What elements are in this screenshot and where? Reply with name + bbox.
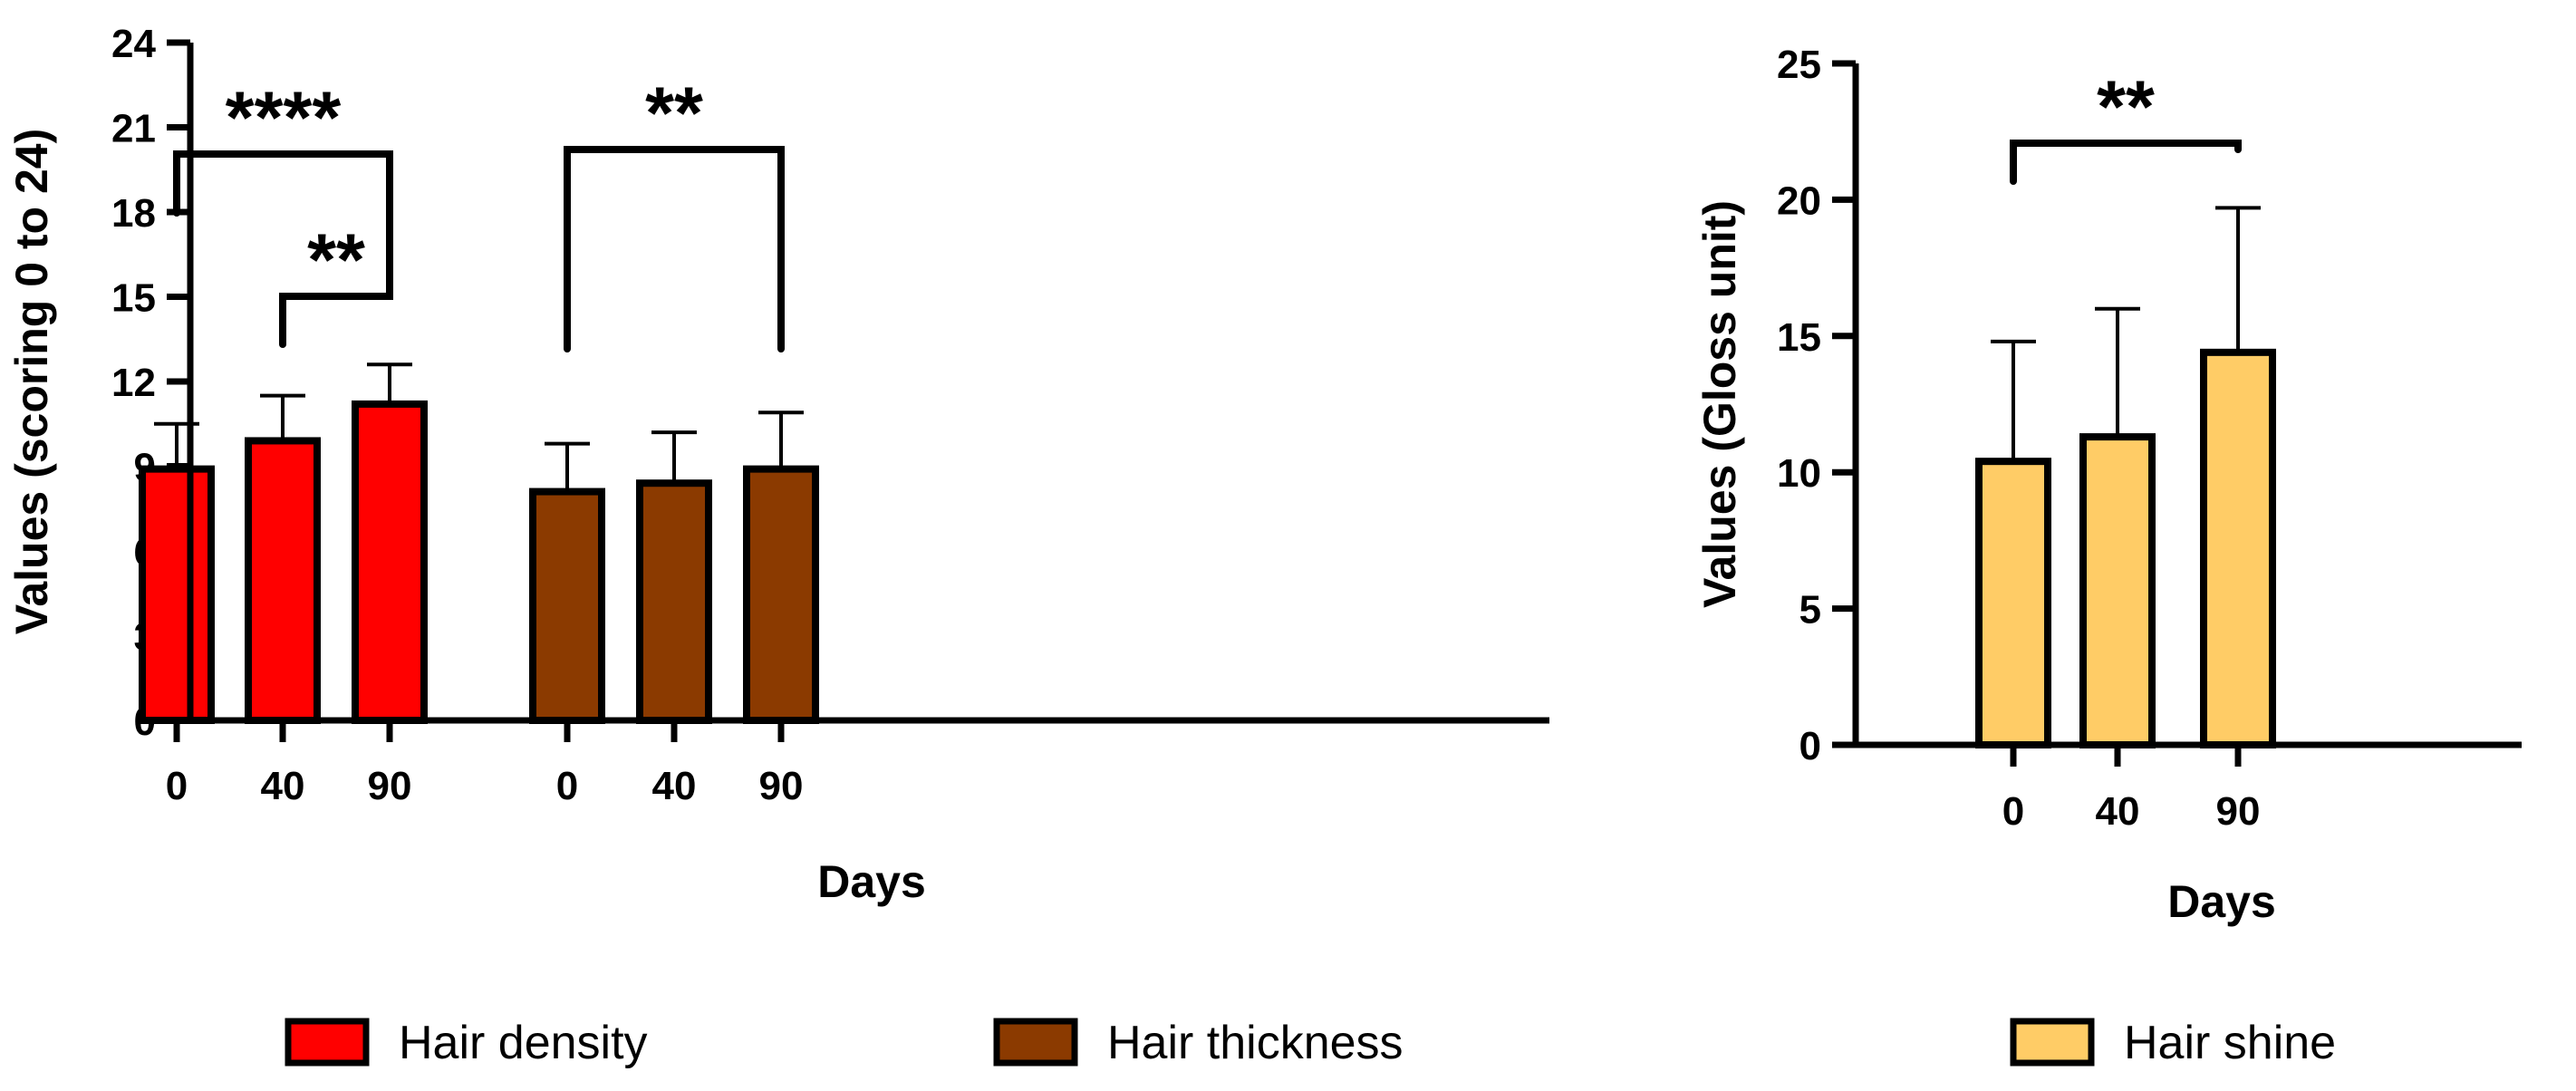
bars-right	[1975, 348, 2276, 748]
x-axis-ticks-right: 0 40 90	[2002, 745, 2261, 834]
legend-swatch-hair-density	[285, 1018, 370, 1067]
significance-right: **	[2010, 66, 2242, 185]
y-tick-label: 25	[1777, 43, 1821, 87]
legend-label-hair-shine: Hair shine	[2124, 1017, 2336, 1069]
significance-label: **	[645, 72, 703, 155]
bar	[245, 437, 321, 724]
significance-label: **	[2097, 66, 2155, 149]
legend-item-hair-thickness: Hair thickness	[993, 1017, 1404, 1069]
x-tick-label: 40	[261, 764, 305, 808]
significance-bracket	[2010, 140, 2242, 185]
significance-bracket	[279, 188, 393, 348]
x-tick-label: 90	[759, 764, 804, 808]
bar	[636, 479, 712, 724]
bar	[743, 465, 819, 724]
x-tick-label: 0	[166, 764, 188, 808]
bar	[529, 488, 605, 724]
bar	[352, 400, 428, 724]
y-tick-label: 10	[1777, 451, 1821, 496]
y-axis-ticks-right: 0 5 10 15 20 25	[1777, 43, 1856, 768]
legend: Hair density Hair thickness Hair shine	[285, 1017, 2336, 1069]
legend-swatch-hair-shine	[2010, 1018, 2095, 1067]
legend-item-hair-density: Hair density	[285, 1017, 648, 1069]
x-tick-label: 40	[2096, 789, 2140, 834]
x-tick-label: 90	[2216, 789, 2261, 834]
bar	[139, 465, 215, 724]
significance-label: **	[307, 219, 365, 302]
x-tick-label: 0	[556, 764, 578, 808]
y-tick-label: 21	[111, 107, 156, 151]
significance-label: ****	[226, 77, 342, 159]
y-tick-label: 15	[1777, 315, 1821, 360]
error-bars-right	[1991, 206, 2261, 462]
y-tick-label: 18	[111, 191, 156, 236]
x-axis-ticks-left: 0 40 90 0 40 90	[166, 720, 804, 808]
y-tick-label: 0	[1799, 724, 1821, 768]
bar	[2200, 348, 2276, 748]
y-axis-title-right: Values (Gloss unit)	[1694, 200, 1745, 608]
x-tick-label: 0	[2002, 789, 2024, 834]
bar	[2079, 433, 2156, 748]
x-tick-label: 90	[368, 764, 412, 808]
chart-shine: 0 5 10 15 20 25 ** 0 40 90 Days Values (Gloss u…	[1694, 43, 2522, 927]
y-axis-title-left: Values (scoring 0 to 24)	[6, 129, 57, 635]
y-tick-label: 15	[111, 276, 156, 321]
bar	[1975, 458, 2051, 748]
significance-left: ********	[173, 72, 785, 352]
legend-label-hair-density: Hair density	[399, 1017, 648, 1069]
x-axis-title-left: Days	[817, 856, 926, 907]
legend-swatch-hair-thickness	[993, 1018, 1078, 1067]
x-tick-label: 40	[652, 764, 697, 808]
x-axis-title-right: Days	[2167, 876, 2276, 927]
bars-left	[139, 400, 819, 724]
y-tick-label: 20	[1777, 179, 1821, 223]
y-tick-label: 5	[1799, 588, 1821, 632]
y-tick-label: 24	[111, 22, 156, 66]
y-tick-label: 12	[111, 361, 156, 405]
significance-bracket	[564, 146, 785, 352]
legend-label-hair-thickness: Hair thickness	[1107, 1017, 1404, 1069]
significance-bracket	[173, 150, 393, 217]
legend-item-hair-shine: Hair shine	[2010, 1017, 2336, 1069]
